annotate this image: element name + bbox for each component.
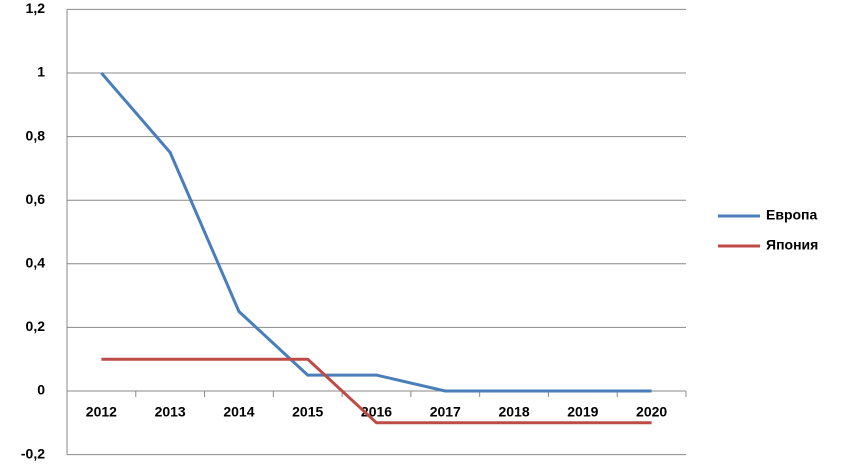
y-tick-label: 1	[37, 64, 45, 80]
legend-label: Япония	[766, 237, 818, 253]
series-line	[100, 72, 652, 393]
legend-label: Европа	[766, 207, 818, 223]
y-tick-label: 0,8	[26, 127, 46, 143]
y-tick-label: 0,6	[26, 191, 46, 207]
x-tick-label: 2014	[223, 404, 254, 420]
x-tick-label: 2020	[636, 404, 667, 420]
y-tick-label: 0,4	[26, 255, 46, 271]
series-line	[101, 357, 652, 425]
x-tick-label: 2013	[155, 404, 186, 420]
x-tick-label: 2019	[567, 404, 598, 420]
y-tick-label: -0,2	[21, 445, 45, 461]
x-tick-label: 2015	[292, 404, 323, 420]
y-tick-label: 0	[37, 382, 45, 398]
x-tick-label: 2017	[430, 404, 461, 420]
x-tick-label: 2018	[498, 404, 529, 420]
y-tick-label: 0,2	[26, 318, 46, 334]
x-tick-label: 2012	[86, 404, 117, 420]
y-tick-label: 1,2	[26, 0, 46, 16]
